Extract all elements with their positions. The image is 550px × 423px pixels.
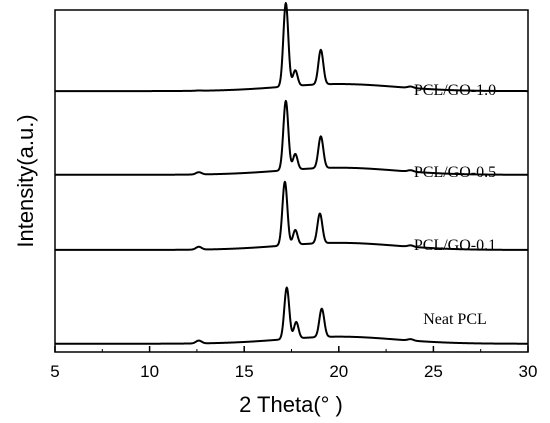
series-line [54, 99, 529, 176]
series-label: PCL/GO-0.5 [414, 164, 496, 181]
series-curves [54, 2, 529, 345]
series-line [54, 180, 529, 251]
plot-frame [54, 9, 529, 353]
x-tick-label: 25 [424, 362, 443, 381]
series-line [54, 286, 529, 345]
series-line [54, 2, 529, 93]
x-axis-title: 2 Theta(° ) [239, 392, 343, 417]
x-axis-ticks: 5 10 15 20 25 30 [50, 346, 537, 381]
x-tick-label: 30 [519, 362, 538, 381]
x-tick-label: 20 [329, 362, 348, 381]
x-tick-label: 5 [50, 362, 59, 381]
x-tick-label: 10 [140, 362, 159, 381]
y-axis-title: Intensity(a.u.) [13, 114, 38, 247]
x-tick-label: 15 [235, 362, 254, 381]
series-labels: PCL/GO-1.0 PCL/GO-0.5 PCL/GO-0.1 Neat PCL [414, 82, 496, 328]
series-label: PCL/GO-0.1 [414, 237, 496, 254]
series-label: PCL/GO-1.0 [414, 82, 496, 99]
series-label: Neat PCL [423, 311, 487, 328]
